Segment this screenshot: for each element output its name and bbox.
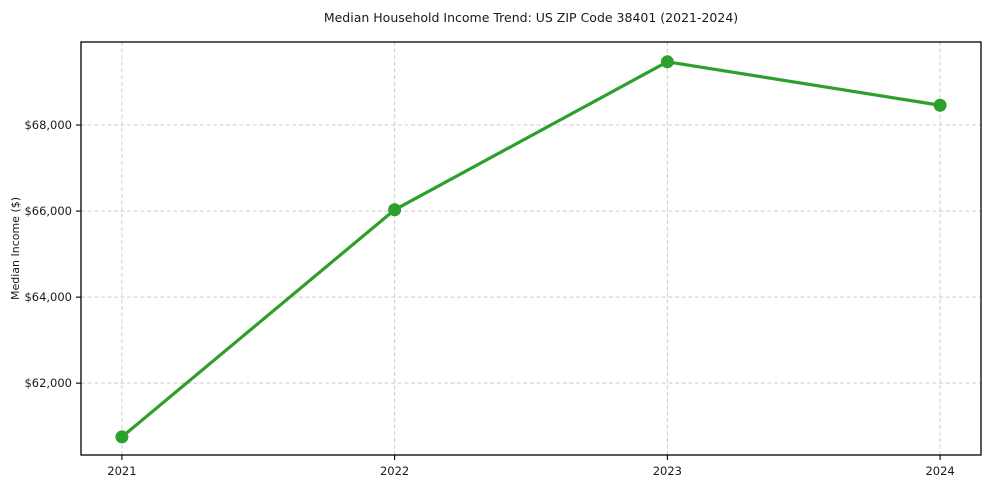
- data-point-marker: [115, 430, 129, 444]
- plot-layer: [80, 41, 982, 456]
- y-axis-label: Median Income ($): [9, 197, 22, 300]
- data-point-marker: [660, 55, 674, 69]
- y-tick-label: $66,000: [24, 204, 72, 218]
- grid-layer: [81, 42, 981, 455]
- x-tick-label: 2021: [107, 464, 136, 478]
- y-tick-label: $62,000: [24, 376, 72, 390]
- x-tick-label: 2023: [653, 464, 682, 478]
- plot-border: [80, 41, 982, 456]
- x-tick-label: 2024: [925, 464, 954, 478]
- y-tick-label: $64,000: [24, 290, 72, 304]
- y-tick-label: $68,000: [24, 118, 72, 132]
- chart-title: Median Household Income Trend: US ZIP Co…: [324, 10, 738, 25]
- x-tick-label: 2022: [380, 464, 409, 478]
- data-point-marker: [933, 98, 947, 112]
- data-line: [120, 60, 942, 439]
- data-point-marker: [388, 203, 402, 217]
- tick-layer: 2021 2022 2023 2024 $62,000 $64,000 $66,000 $68…: [24, 118, 954, 478]
